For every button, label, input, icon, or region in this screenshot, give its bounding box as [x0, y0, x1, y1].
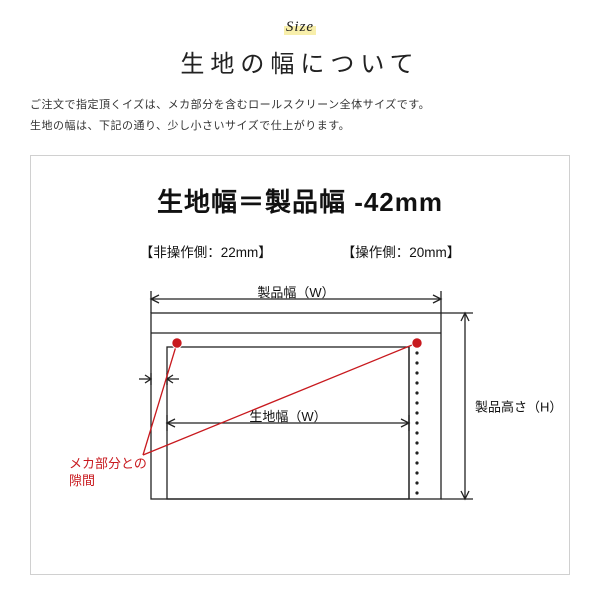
page-title: 生地の幅について: [30, 44, 570, 79]
gap-left-label: 【非操作側：22mm】: [140, 241, 272, 261]
formula-text: 生地幅＝製品幅 -42mm: [61, 182, 539, 219]
gap-labels: 【非操作側：22mm】 【操作側：20mm】: [61, 241, 539, 261]
size-tag: Size: [284, 18, 316, 36]
desc-line-1: ご注文で指定頂くイズは、メカ部分を含むロールスクリーン全体サイズです。: [30, 95, 570, 116]
description: ご注文で指定頂くイズは、メカ部分を含むロールスクリーン全体サイズです。 生地の幅…: [30, 95, 570, 137]
callout-label-line1: メカ部分との: [69, 456, 147, 471]
diagram-panel: 生地幅＝製品幅 -42mm 【非操作側：22mm】 【操作側：20mm】 製品幅…: [30, 155, 570, 575]
callout-label-line2: 隙間: [69, 473, 95, 488]
callout-label: メカ部分との 隙間: [69, 455, 147, 490]
label-fabric-width: 生地幅（W）: [249, 406, 326, 425]
gap-right-label: 【操作側：20mm】: [342, 241, 461, 261]
label-product-width: 製品幅（W）: [257, 282, 334, 301]
diagram-stage: 製品幅（W） 生地幅（W） 製品高さ（H） メカ部分との 隙間: [65, 271, 535, 551]
size-tag-text: Size: [284, 19, 316, 35]
label-product-height: 製品高さ（H）: [475, 396, 562, 415]
desc-line-2: 生地の幅は、下記の通り、少し小さいサイズで仕上がります。: [30, 116, 570, 137]
